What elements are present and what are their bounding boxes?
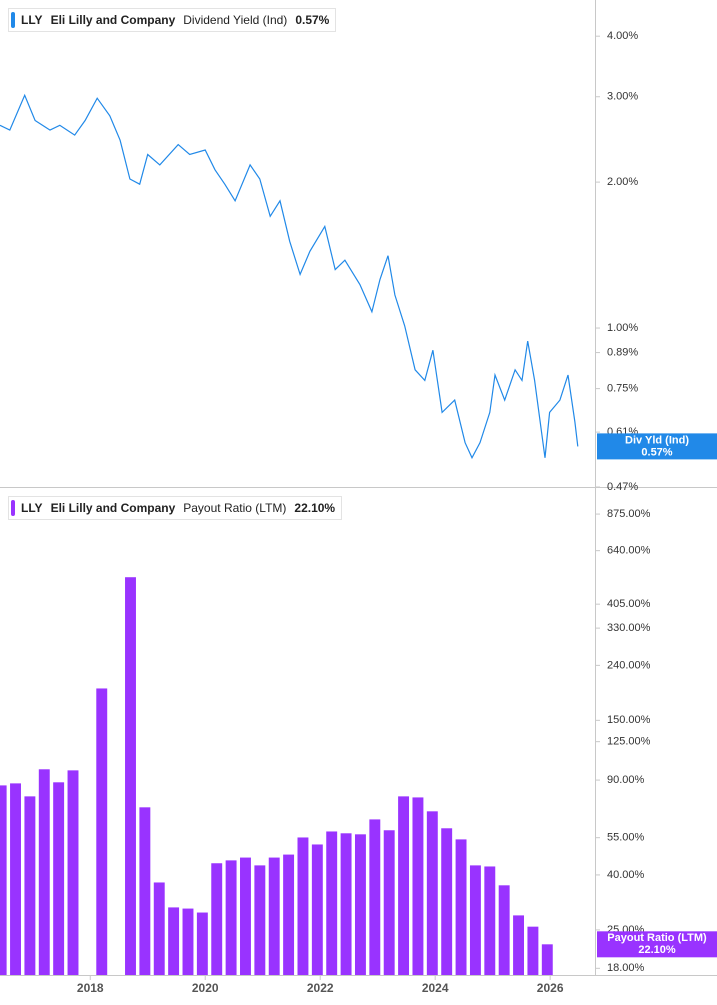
- bar: [0, 785, 7, 975]
- company-name: Eli Lilly and Company: [50, 501, 176, 515]
- bar: [153, 882, 165, 975]
- value-tag-name: Div Yld (Ind): [625, 434, 689, 446]
- bar: [38, 769, 50, 975]
- bar: [513, 915, 525, 975]
- bar: [67, 770, 79, 975]
- y-tick-label: 40.00%: [607, 869, 645, 881]
- legend-stripe: [11, 500, 15, 516]
- bar: [196, 912, 208, 975]
- y-tick-label: 0.47%: [607, 481, 638, 493]
- y-tick-label: 2.00%: [607, 176, 638, 188]
- legend-header: LLY Eli Lilly and Company Payout Ratio (LT…: [8, 496, 343, 520]
- bar: [311, 844, 323, 975]
- bar: [527, 926, 539, 975]
- y-tick-label: 330.00%: [607, 622, 651, 634]
- bar: [139, 807, 151, 975]
- y-tick-label: 55.00%: [607, 832, 645, 844]
- bar: [383, 830, 395, 975]
- x-tick-label: 2026: [537, 981, 564, 995]
- ticker: LLY: [21, 501, 43, 515]
- bar: [340, 833, 352, 975]
- plot: [0, 577, 553, 975]
- y-tick-label: 4.00%: [607, 30, 638, 42]
- x-tick-label: 2020: [192, 981, 219, 995]
- plot: [0, 93, 579, 460]
- legend-current-value: 0.57%: [295, 13, 330, 27]
- y-tick-label: 18.00%: [607, 962, 645, 974]
- y-tick-label: 0.89%: [607, 346, 638, 358]
- bar: [96, 688, 108, 975]
- bar: [498, 885, 510, 975]
- bar: [211, 863, 223, 975]
- value-tag-name: Payout Ratio (LTM): [607, 932, 707, 944]
- y-tick-label: 240.00%: [607, 659, 651, 671]
- bar: [283, 854, 295, 975]
- y-tick-label: 3.00%: [607, 91, 638, 103]
- bar: [369, 819, 381, 975]
- bar: [254, 865, 266, 975]
- bar: [10, 783, 21, 975]
- value-tag: [597, 931, 717, 958]
- bar: [326, 831, 338, 975]
- bar: [441, 828, 453, 975]
- legend-current-value: 22.10%: [294, 501, 336, 515]
- bar: [412, 797, 424, 975]
- y-tick-label: 405.00%: [607, 598, 651, 610]
- bar: [268, 857, 280, 975]
- x-tick-label: 2018: [77, 981, 104, 995]
- bar: [240, 857, 251, 975]
- line: [0, 93, 579, 460]
- ticker: LLY: [21, 13, 43, 27]
- bar: [541, 944, 553, 975]
- bar: [225, 860, 237, 975]
- bar: [168, 907, 180, 975]
- bar: [484, 866, 496, 975]
- y-tick-label: 0.75%: [607, 383, 638, 395]
- x-tick-label: 2024: [422, 981, 449, 995]
- bar: [455, 839, 467, 975]
- y-tick-label: 125.00%: [607, 736, 651, 748]
- x-tick-label: 2022: [307, 981, 334, 995]
- value-tag-value: 22.10%: [638, 944, 676, 956]
- bar: [53, 782, 65, 975]
- company-name: Eli Lilly and Company: [50, 13, 176, 27]
- value-tag-value: 0.57%: [641, 446, 672, 458]
- y-tick-label: 640.00%: [607, 545, 651, 557]
- legend-series-name: Payout Ratio (LTM): [183, 501, 287, 515]
- bar: [125, 577, 136, 975]
- legend-series-name: Dividend Yield (Ind): [183, 13, 288, 27]
- value-tag: [597, 433, 717, 460]
- y-tick-label: 1.00%: [607, 322, 638, 334]
- y-tick-label: 150.00%: [607, 714, 651, 726]
- bar: [354, 834, 366, 975]
- legend-header: LLY Eli Lilly and Company Dividend Yield (…: [8, 8, 337, 32]
- bar: [24, 796, 36, 975]
- bar: [398, 796, 410, 975]
- bar: [182, 908, 194, 975]
- legend-stripe: [11, 12, 15, 28]
- y-tick-label: 875.00%: [607, 508, 651, 520]
- bar: [297, 837, 309, 975]
- y-tick-label: 90.00%: [607, 774, 645, 786]
- bar: [426, 811, 438, 975]
- bar: [469, 865, 481, 975]
